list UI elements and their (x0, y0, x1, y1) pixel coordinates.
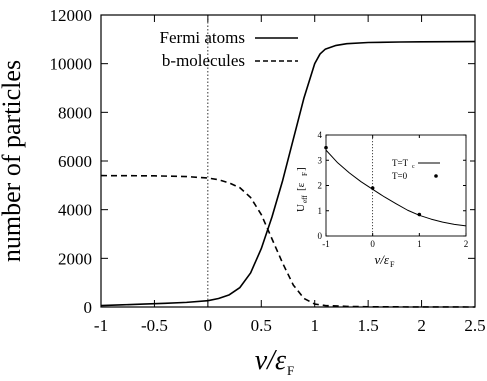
main-x-axis-label-subscript: F (287, 363, 294, 378)
inset-x-tick-label: -1 (322, 239, 330, 249)
inset-y-tick-label: 0 (318, 231, 323, 241)
inset-data-point (417, 212, 422, 217)
main-x-tick-label: 1.5 (358, 316, 379, 335)
inset-x-tick-label: 0 (370, 239, 375, 249)
inset-legend: T=T c T=0 (392, 158, 440, 181)
inset-x-axis-label-subscript: F (390, 260, 395, 269)
main-y-tick-label: 4000 (58, 201, 92, 220)
inset-y-tick-label: 3 (318, 155, 323, 165)
inset-y-label-unit: [ε (295, 182, 307, 191)
inset-data-point (324, 145, 328, 150)
inset-background (316, 127, 470, 245)
inset-y-label-main: U (295, 204, 307, 212)
main-series-line-1 (100, 174, 476, 308)
main-x-tick-label: -0.5 (141, 316, 168, 335)
inset-y-label-close: ] (295, 167, 307, 171)
main-y-tick-label: 10000 (50, 55, 93, 74)
main-y-tick-label: 0 (84, 298, 93, 317)
inset-legend-swatch-t0 (434, 174, 438, 178)
legend-label-fermi-atoms: Fermi atoms (160, 28, 245, 47)
main-x-tick-label: 0.5 (251, 316, 272, 335)
inset-x-tick-label: 2 (464, 239, 469, 249)
inset-legend-label-tc: T=T (392, 158, 409, 168)
inset-series-group (324, 145, 467, 227)
inset-y-tick-label: 2 (318, 181, 323, 191)
main-axis-ticks: -1 -0.5 0 0.5 1 1.5 2 2.5 0 2000 4000 6000 8000 10000… (50, 6, 486, 335)
main-y-tick-label: 12000 (50, 6, 93, 25)
main-chart: -1 -0.5 0 0.5 1 1.5 2 2.5 0 2000 4000 6000 8000 10000… (0, 6, 486, 378)
inset-y-axis-label: U eff [ε F ] (295, 167, 309, 212)
main-series-group (100, 40, 476, 308)
inset-y-tick-label: 1 (318, 206, 323, 216)
main-y-tick-label: 8000 (58, 103, 92, 122)
main-x-tick-label: 2 (417, 316, 426, 335)
inset-x-axis-label: ν/ε (374, 252, 389, 267)
main-x-tick-label: 1 (310, 316, 319, 335)
inset-x-tick-label: 1 (417, 239, 422, 249)
legend-label-b-molecules: b-molecules (162, 51, 245, 70)
main-x-tick-label: 0 (204, 316, 213, 335)
inset-y-label-sub: eff (301, 195, 309, 203)
inset-y-tick-label: 4 (318, 130, 323, 140)
inset-data-point (370, 186, 375, 190)
main-y-tick-label: 2000 (58, 249, 92, 268)
main-y-axis-label: number of particles (0, 60, 26, 262)
main-x-tick-label: -1 (94, 316, 108, 335)
main-x-axis-label: ν/ε (255, 345, 286, 376)
main-y-tick-label: 6000 (58, 152, 92, 171)
inset-legend-label-tc-sub: c (412, 164, 415, 170)
main-x-tick-label: 2.5 (464, 316, 485, 335)
main-legend: Fermi atoms b-molecules (160, 28, 298, 70)
inset-series-line-0 (325, 149, 467, 227)
inset-legend-label-t0: T=0 (392, 171, 408, 181)
main-series-line-0 (100, 40, 476, 307)
inset-y-label-unit-sub: F (301, 172, 309, 176)
